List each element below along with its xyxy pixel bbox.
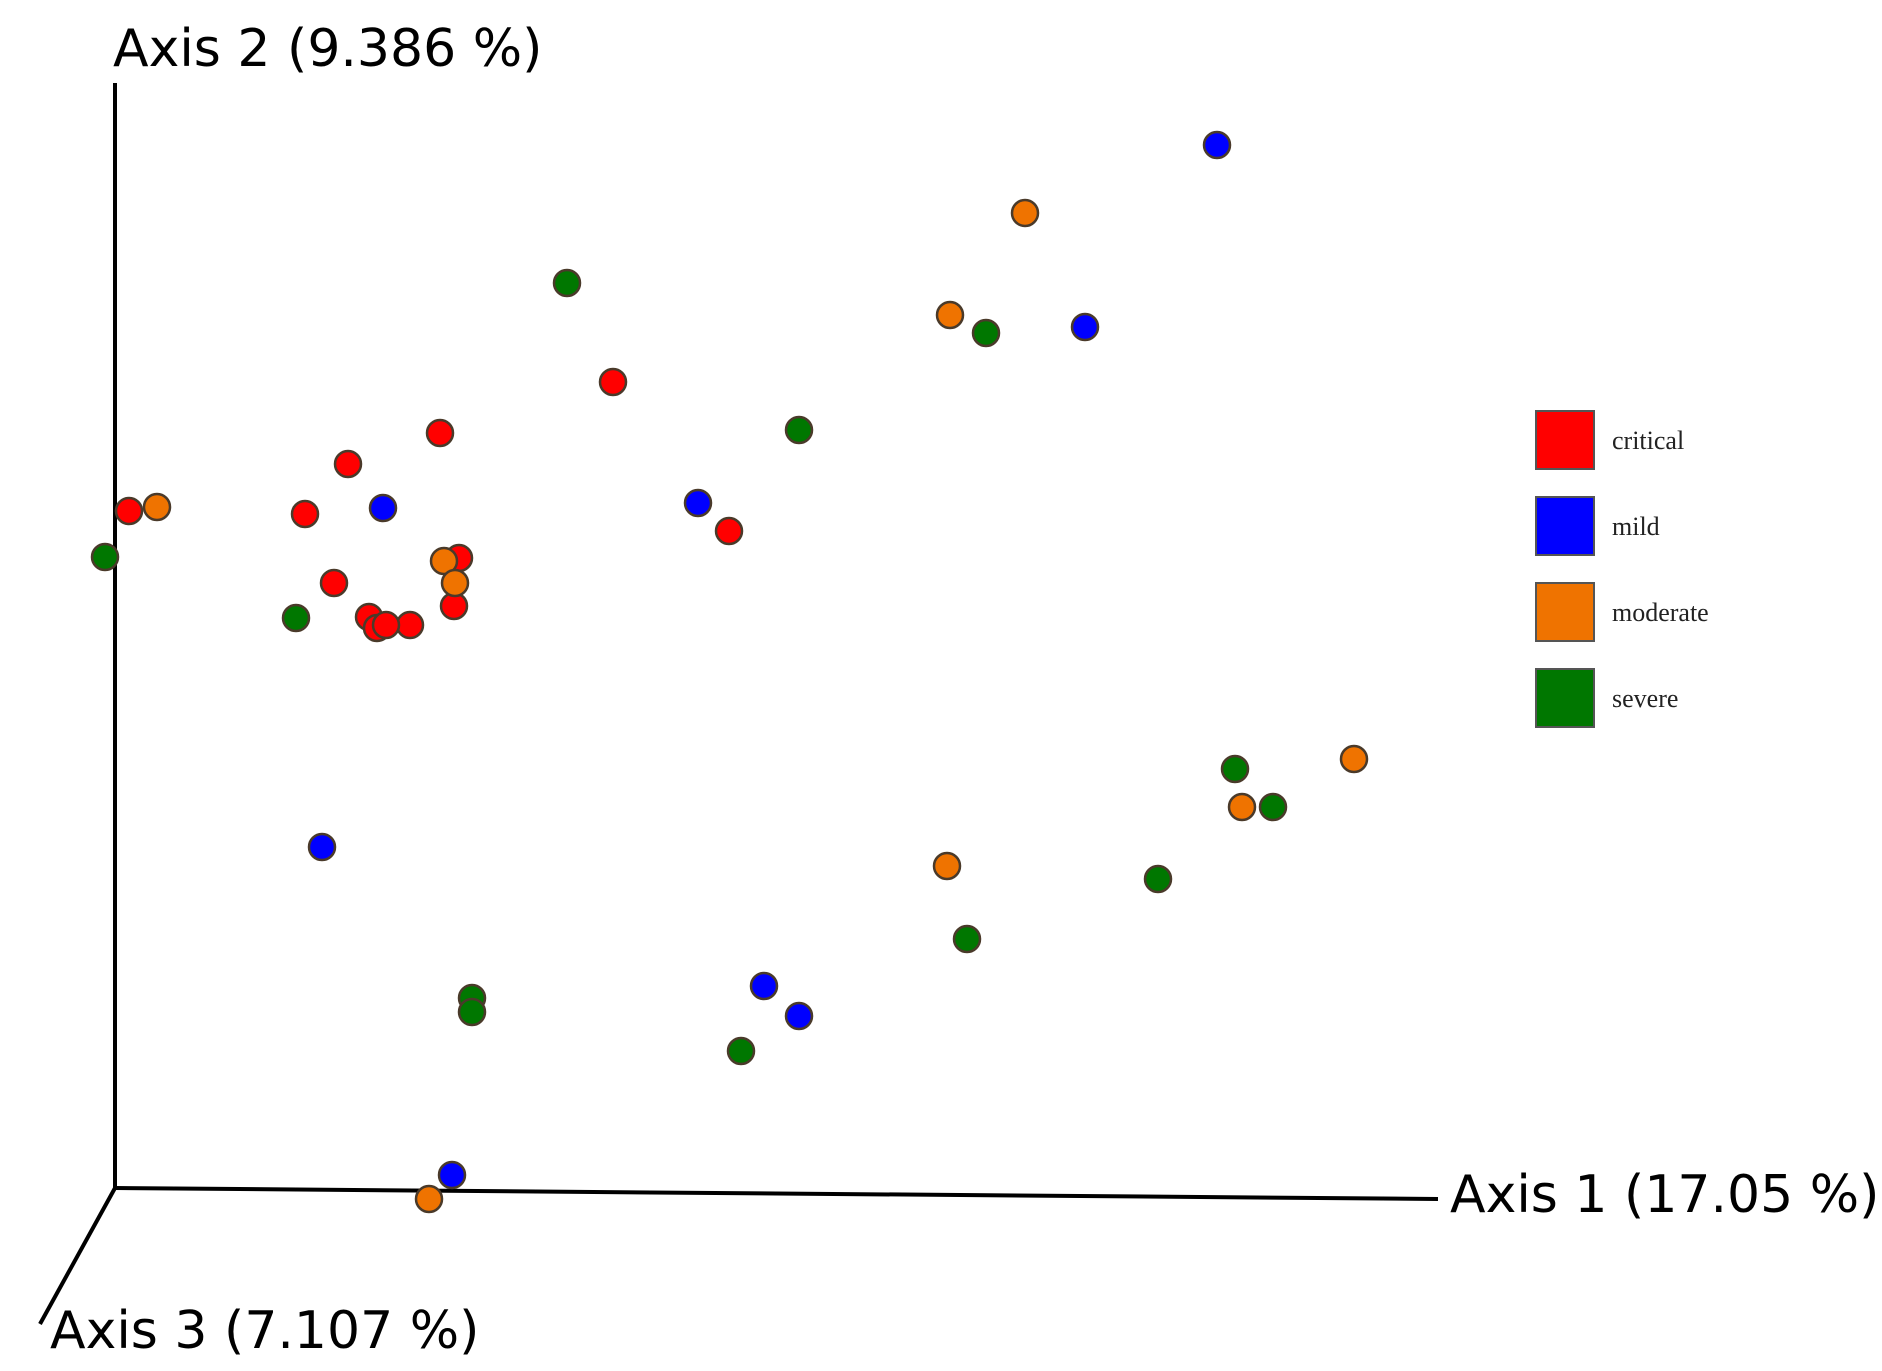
- legend: critical mild moderate severe: [1535, 410, 1709, 728]
- legend-swatch-critical: [1535, 410, 1595, 470]
- legend-label-moderate: moderate: [1612, 598, 1709, 627]
- point-severe-4: [281, 603, 311, 633]
- point-moderate-0: [1010, 198, 1040, 228]
- point-mild-6: [784, 1001, 814, 1031]
- point-critical-10: [395, 610, 425, 640]
- point-moderate-1: [935, 300, 965, 330]
- point-critical-3: [425, 418, 455, 448]
- point-mild-3: [368, 493, 398, 523]
- point-severe-0: [552, 268, 582, 298]
- point-critical-6: [714, 516, 744, 546]
- point-moderate-8: [414, 1184, 444, 1214]
- data-points: [90, 130, 1369, 1214]
- point-moderate-5: [1339, 744, 1369, 774]
- point-severe-8: [952, 924, 982, 954]
- axis-3-line: [38, 1187, 117, 1325]
- point-severe-2: [784, 415, 814, 445]
- axis-1-line: [114, 1186, 1439, 1201]
- point-moderate-4: [440, 568, 470, 598]
- point-mild-1: [1070, 312, 1100, 342]
- point-critical-5: [598, 367, 628, 397]
- point-mild-0: [1202, 130, 1232, 160]
- legend-swatch-severe: [1535, 668, 1595, 728]
- point-severe-5: [1220, 754, 1250, 784]
- point-mild-2: [683, 488, 713, 518]
- legend-label-severe: severe: [1612, 684, 1678, 713]
- point-severe-1: [971, 318, 1001, 348]
- point-severe-11: [726, 1036, 756, 1066]
- axis-2-label: Axis 2 (9.386 %): [113, 19, 542, 79]
- point-critical-12: [371, 610, 401, 640]
- point-moderate-2: [142, 492, 172, 522]
- point-moderate-6: [1227, 792, 1257, 822]
- axes: Axis 2 (9.386 %) Axis 1 (17.05 %) Axis 3…: [38, 19, 1879, 1361]
- legend-label-mild: mild: [1612, 512, 1660, 541]
- legend-swatch-moderate: [1535, 582, 1595, 642]
- point-critical-8: [319, 568, 349, 598]
- point-severe-10: [457, 997, 487, 1027]
- point-critical-2: [333, 449, 363, 479]
- axis-3-label: Axis 3 (7.107 %): [50, 1301, 479, 1361]
- point-critical-0: [114, 496, 144, 526]
- point-critical-1: [290, 499, 320, 529]
- point-severe-3: [90, 542, 120, 572]
- point-mild-7: [437, 1160, 467, 1190]
- point-severe-7: [1143, 864, 1173, 894]
- point-severe-6: [1258, 792, 1288, 822]
- point-mild-4: [307, 832, 337, 862]
- legend-swatch-mild: [1535, 496, 1595, 556]
- point-moderate-7: [932, 851, 962, 881]
- axis-1-label: Axis 1 (17.05 %): [1450, 1165, 1879, 1225]
- legend-label-critical: critical: [1612, 426, 1684, 455]
- point-mild-5: [749, 971, 779, 1001]
